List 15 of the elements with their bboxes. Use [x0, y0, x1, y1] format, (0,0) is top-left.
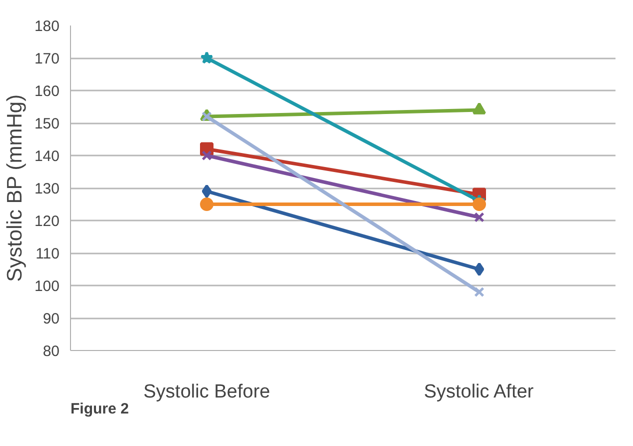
y-tick-label: 140 — [34, 148, 60, 165]
y-tick-label: 160 — [34, 83, 60, 100]
y-tick-label: 80 — [42, 343, 60, 360]
y-axis-title: Systolic BP (mmHg) — [3, 94, 26, 282]
y-tick-label: 90 — [42, 310, 60, 328]
y-tick-label: 130 — [34, 180, 60, 198]
x-tick-label: Systolic After — [424, 382, 534, 402]
caption: Figure 2 — [70, 400, 129, 418]
y-tick-label: 170 — [34, 50, 60, 68]
y-tick-label: 100 — [34, 278, 60, 295]
y-tick-label: 110 — [36, 246, 60, 262]
x-tick-label: Systolic Before — [143, 382, 270, 402]
y-tick-label: 150 — [34, 116, 60, 132]
y-tick-label: 180 — [34, 18, 60, 35]
y-tick-label: 120 — [34, 213, 60, 230]
